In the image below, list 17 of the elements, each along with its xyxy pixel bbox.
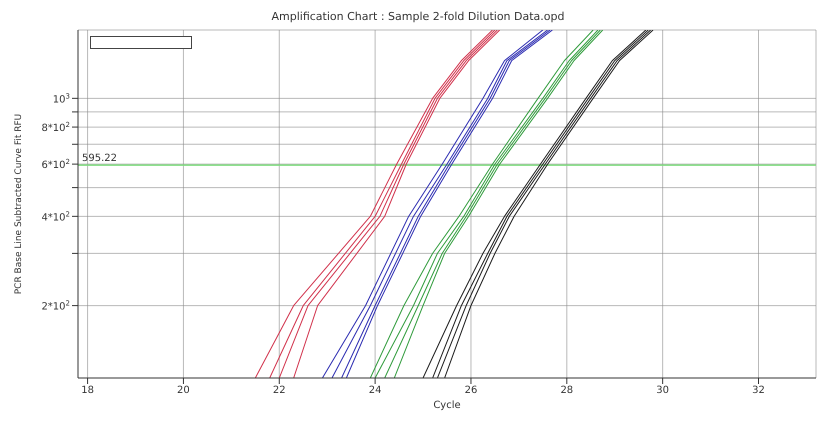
x-tick-label: 32 [752,385,765,396]
x-axis-title: Cycle [433,400,461,411]
x-tick-label: 18 [81,385,94,396]
y-axis-title: PCR Base Line Subtracted Curve Fit RFU [14,114,24,294]
chart-title: Amplification Chart : Sample 2-fold Dilution Data.opd [270,10,566,23]
x-tick-label: 28 [560,385,574,396]
y-tick-label: 10$^{3}$ [52,92,70,106]
y-tick-label: 2*10$^{2}$ [41,300,70,313]
x-tick-label: 20 [177,385,190,396]
y-tick-label: 8*10$^{2}$ [41,121,70,134]
x-tick-label: 26 [464,385,478,396]
x-tick-label: 22 [272,385,286,396]
x-tick-label: 24 [368,385,382,396]
y-tick-label: 6*10$^{2}$ [41,158,70,172]
ref-line-label: 595.22 [82,153,117,164]
y-tick-label: 4*10$^{2}$ [41,210,70,224]
x-tick-label: 30 [656,385,670,396]
